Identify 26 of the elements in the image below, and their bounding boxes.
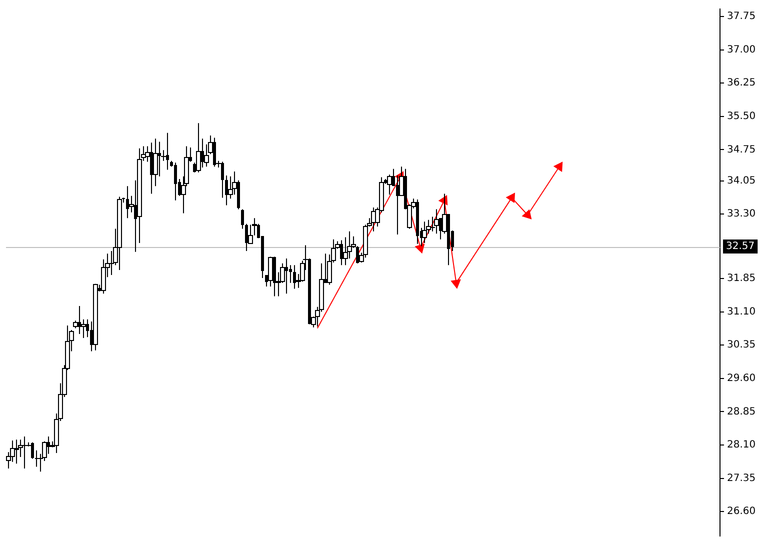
y-tick-label: 33.30 xyxy=(727,208,756,220)
y-tick-label: 37.00 xyxy=(727,44,756,56)
y-tick-label: 26.60 xyxy=(727,506,756,518)
y-tick-label: 35.50 xyxy=(727,111,756,122)
point xyxy=(451,279,461,288)
y-tick-label: 34.75 xyxy=(727,144,756,156)
y-tick-label: 31.85 xyxy=(727,273,756,284)
candlestick xyxy=(268,256,273,287)
y-tick-label: 37.75 xyxy=(727,11,756,22)
y-tick-label: 36.25 xyxy=(727,78,756,89)
candlestick xyxy=(196,122,201,173)
candlestick xyxy=(117,196,122,271)
point xyxy=(415,244,425,254)
y-tick-label: 28.85 xyxy=(727,406,756,418)
y-tick-label: 28.10 xyxy=(727,440,756,451)
point xyxy=(554,162,563,172)
candlestick xyxy=(153,138,158,187)
point xyxy=(522,210,532,220)
point xyxy=(506,193,515,203)
y-tick-label: 31.10 xyxy=(727,306,756,318)
y-tick-label: 29.60 xyxy=(727,372,756,384)
y-tick-label: 34.05 xyxy=(727,175,756,186)
candlestick xyxy=(93,283,98,351)
y-tick-label: 27.35 xyxy=(727,472,756,484)
ref-line-label: 32.57 xyxy=(726,241,755,252)
y-tick-label: 30.35 xyxy=(727,340,756,351)
